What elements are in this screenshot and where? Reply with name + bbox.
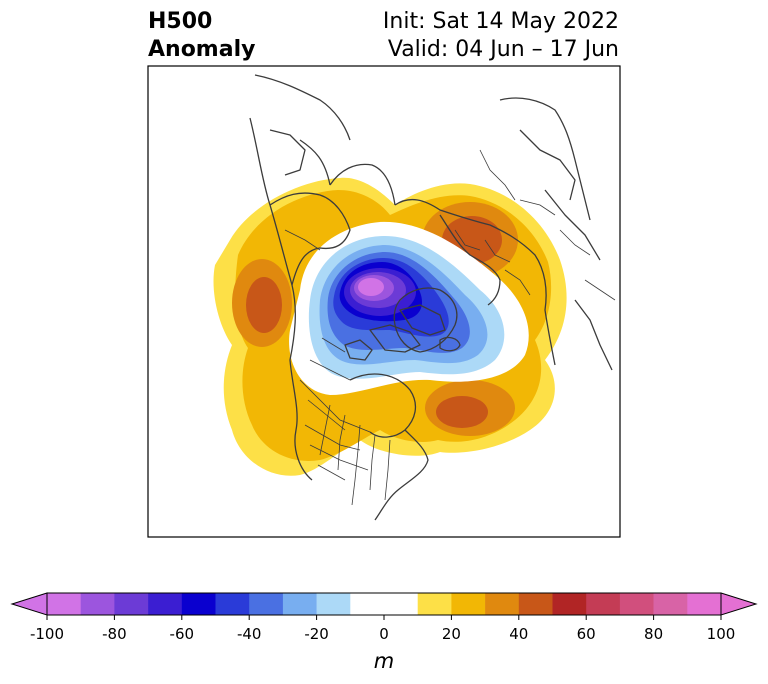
siberia-coast xyxy=(329,163,396,206)
colorbar-tick-label: 20 xyxy=(442,625,461,643)
map-panel xyxy=(148,66,620,537)
colorbar-bin xyxy=(653,593,688,615)
colorbar-tick-label: -40 xyxy=(237,625,262,643)
colorbar-tick-label: -100 xyxy=(30,625,64,643)
init-date: Init: Sat 14 May 2022 xyxy=(382,9,619,34)
northern-europe-coast xyxy=(499,97,591,221)
arctic-anomaly-core xyxy=(358,278,384,296)
colorbar-bin xyxy=(148,593,183,615)
canadian-arctic-islands-3 xyxy=(344,339,373,361)
north-america-west-coast xyxy=(249,117,313,481)
colorbar-tick-label: 0 xyxy=(379,625,389,643)
colorbar-bin xyxy=(215,593,250,615)
colorbar-bin xyxy=(451,593,486,615)
europe-border-2 xyxy=(544,189,601,261)
colorbar-tick-label: 60 xyxy=(577,625,596,643)
asia-border-3 xyxy=(269,129,306,176)
colorbar-bin xyxy=(282,593,317,615)
colorbar-tick-label: 80 xyxy=(644,625,663,643)
colorbar-extend-high xyxy=(720,592,758,616)
colorbar-tick-label: -20 xyxy=(304,625,329,643)
asia-border-2 xyxy=(299,139,331,186)
europe-border-1 xyxy=(519,129,576,201)
colorbar-bin xyxy=(249,593,284,615)
colorbar-bin xyxy=(114,593,149,615)
colorbar-bin xyxy=(586,593,621,615)
alaska-coast xyxy=(269,192,351,286)
colorbar-bin xyxy=(485,593,520,615)
colorbar-unit-label: m xyxy=(374,649,394,673)
colorbar-tick-label: -80 xyxy=(102,625,127,643)
colorbar-bin xyxy=(518,593,553,615)
coastlines xyxy=(249,74,613,521)
asia-border-1 xyxy=(254,74,351,141)
colorbar-tick-label: 40 xyxy=(509,625,528,643)
colorbar-bin xyxy=(687,593,722,615)
canadian-arctic-islands-2 xyxy=(399,304,446,336)
colorbar-bin xyxy=(417,593,452,615)
colorbar-bin xyxy=(552,593,587,615)
scandinavia xyxy=(439,214,501,306)
eurasia-coast xyxy=(394,198,556,366)
canadian-arctic-islands-1 xyxy=(369,324,421,353)
title-line-1: H500 xyxy=(148,9,213,34)
iceland xyxy=(439,336,461,352)
colorbar-bin xyxy=(619,593,654,615)
colorbar-bin xyxy=(350,593,418,615)
hudson-bay-coast xyxy=(349,373,417,438)
title-line-2: Anomaly xyxy=(148,37,256,62)
colorbar-bin xyxy=(316,593,351,615)
north-america-east-coast xyxy=(374,429,429,521)
colorbar-extend-low xyxy=(10,592,48,616)
colorbar-bin xyxy=(47,593,81,615)
colorbar-tick-label: -60 xyxy=(170,625,195,643)
gulf-of-alaska-anomaly-40 xyxy=(246,277,282,333)
colorbar-tick-label: 100 xyxy=(707,625,736,643)
map-frame xyxy=(147,65,621,538)
map-title: H500 Anomaly xyxy=(148,8,255,64)
atlantic-anomaly-40 xyxy=(436,396,488,428)
state-borders xyxy=(284,149,616,506)
colorbar-bin xyxy=(181,593,216,615)
map-dates: Init: Sat 14 May 2022 Valid: 04 Jun – 17… xyxy=(383,8,619,64)
africa-edge xyxy=(574,299,613,371)
valid-dates: Valid: 04 Jun – 17 Jun xyxy=(387,37,619,62)
colorbar: -100 -80 -60 -40 -20 0 20 40 60 80 100 m xyxy=(10,592,758,673)
colorbar-bin xyxy=(80,593,115,615)
